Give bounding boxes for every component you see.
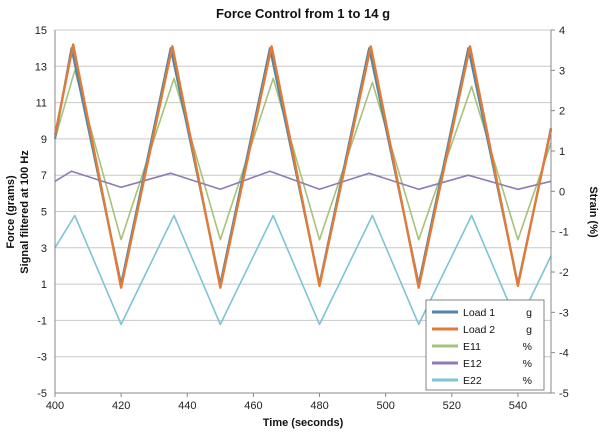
y2-tick-label: 3 bbox=[559, 65, 565, 77]
x-tick-label: 440 bbox=[178, 400, 196, 412]
axes bbox=[54, 30, 552, 394]
y-tick-label: 9 bbox=[41, 134, 47, 146]
y-tick-label: 7 bbox=[41, 170, 47, 182]
y-tick-label: -3 bbox=[37, 352, 47, 364]
legend-label: E12 bbox=[463, 358, 482, 370]
y-axis-secondary-label: Signal filtered at 100 Hz bbox=[19, 150, 31, 274]
x-tick-label: 540 bbox=[509, 400, 527, 412]
y-tick-label: -1 bbox=[37, 315, 47, 327]
series-line-e11 bbox=[54, 69, 552, 241]
series-line-load-2 bbox=[53, 43, 553, 289]
y-tick-label: 5 bbox=[41, 207, 47, 219]
legend-unit: g bbox=[526, 307, 532, 319]
x-tick-label: 520 bbox=[443, 400, 461, 412]
grid bbox=[55, 29, 551, 394]
y2-axis-label: Strain (%) bbox=[587, 186, 599, 238]
chart-title: Force Control from 1 to 14 g bbox=[216, 6, 390, 21]
y2-tick-label: -1 bbox=[559, 227, 569, 239]
legend-unit: % bbox=[523, 341, 532, 353]
legend-label: Load 2 bbox=[463, 324, 495, 336]
x-tick-label: 420 bbox=[112, 400, 130, 412]
y2-tick-label: -5 bbox=[559, 388, 569, 400]
x-axis-label: Time (seconds) bbox=[263, 417, 344, 429]
y-tick-label: 1 bbox=[41, 279, 47, 291]
y2-tick-label: -4 bbox=[559, 348, 569, 360]
y-tick-label: 15 bbox=[35, 25, 47, 37]
y2-tick-label: 0 bbox=[559, 186, 565, 198]
legend-label: E11 bbox=[463, 341, 481, 353]
series-group bbox=[53, 43, 553, 326]
x-ticks: 400 420 440 460 480 500 520 540 bbox=[46, 393, 527, 412]
x-tick-label: 480 bbox=[310, 400, 328, 412]
series-line-e22 bbox=[54, 214, 552, 326]
y2-tick-label: 1 bbox=[559, 146, 565, 158]
legend-label: E22 bbox=[463, 375, 482, 387]
legend-unit: % bbox=[523, 375, 532, 387]
y-tick-label: 3 bbox=[41, 243, 47, 255]
legend-unit: % bbox=[523, 358, 532, 370]
y2-tick-label: 4 bbox=[559, 25, 565, 37]
x-tick-label: 460 bbox=[244, 400, 262, 412]
y2-tick-label: -3 bbox=[559, 307, 569, 319]
y-tick-label: 11 bbox=[36, 98, 47, 110]
series-line-e12 bbox=[54, 170, 552, 191]
y-axis-label: Force (grams) bbox=[5, 175, 17, 249]
y-tick-label: -5 bbox=[37, 388, 47, 400]
y2-ticks: -5 -4 -3 -2 -1 0 1 2 3 4 bbox=[551, 25, 569, 400]
x-tick-label: 400 bbox=[46, 400, 64, 412]
y-tick-label: 13 bbox=[35, 61, 47, 73]
y2-tick-label: 2 bbox=[559, 106, 565, 118]
legend-label: Load 1 bbox=[463, 307, 495, 319]
legend: Load 1 g Load 2 g E11 % E12 % E22% bbox=[425, 299, 545, 391]
y2-tick-label: -2 bbox=[559, 267, 569, 279]
x-tick-label: 500 bbox=[376, 400, 394, 412]
legend-unit: g bbox=[526, 324, 532, 336]
